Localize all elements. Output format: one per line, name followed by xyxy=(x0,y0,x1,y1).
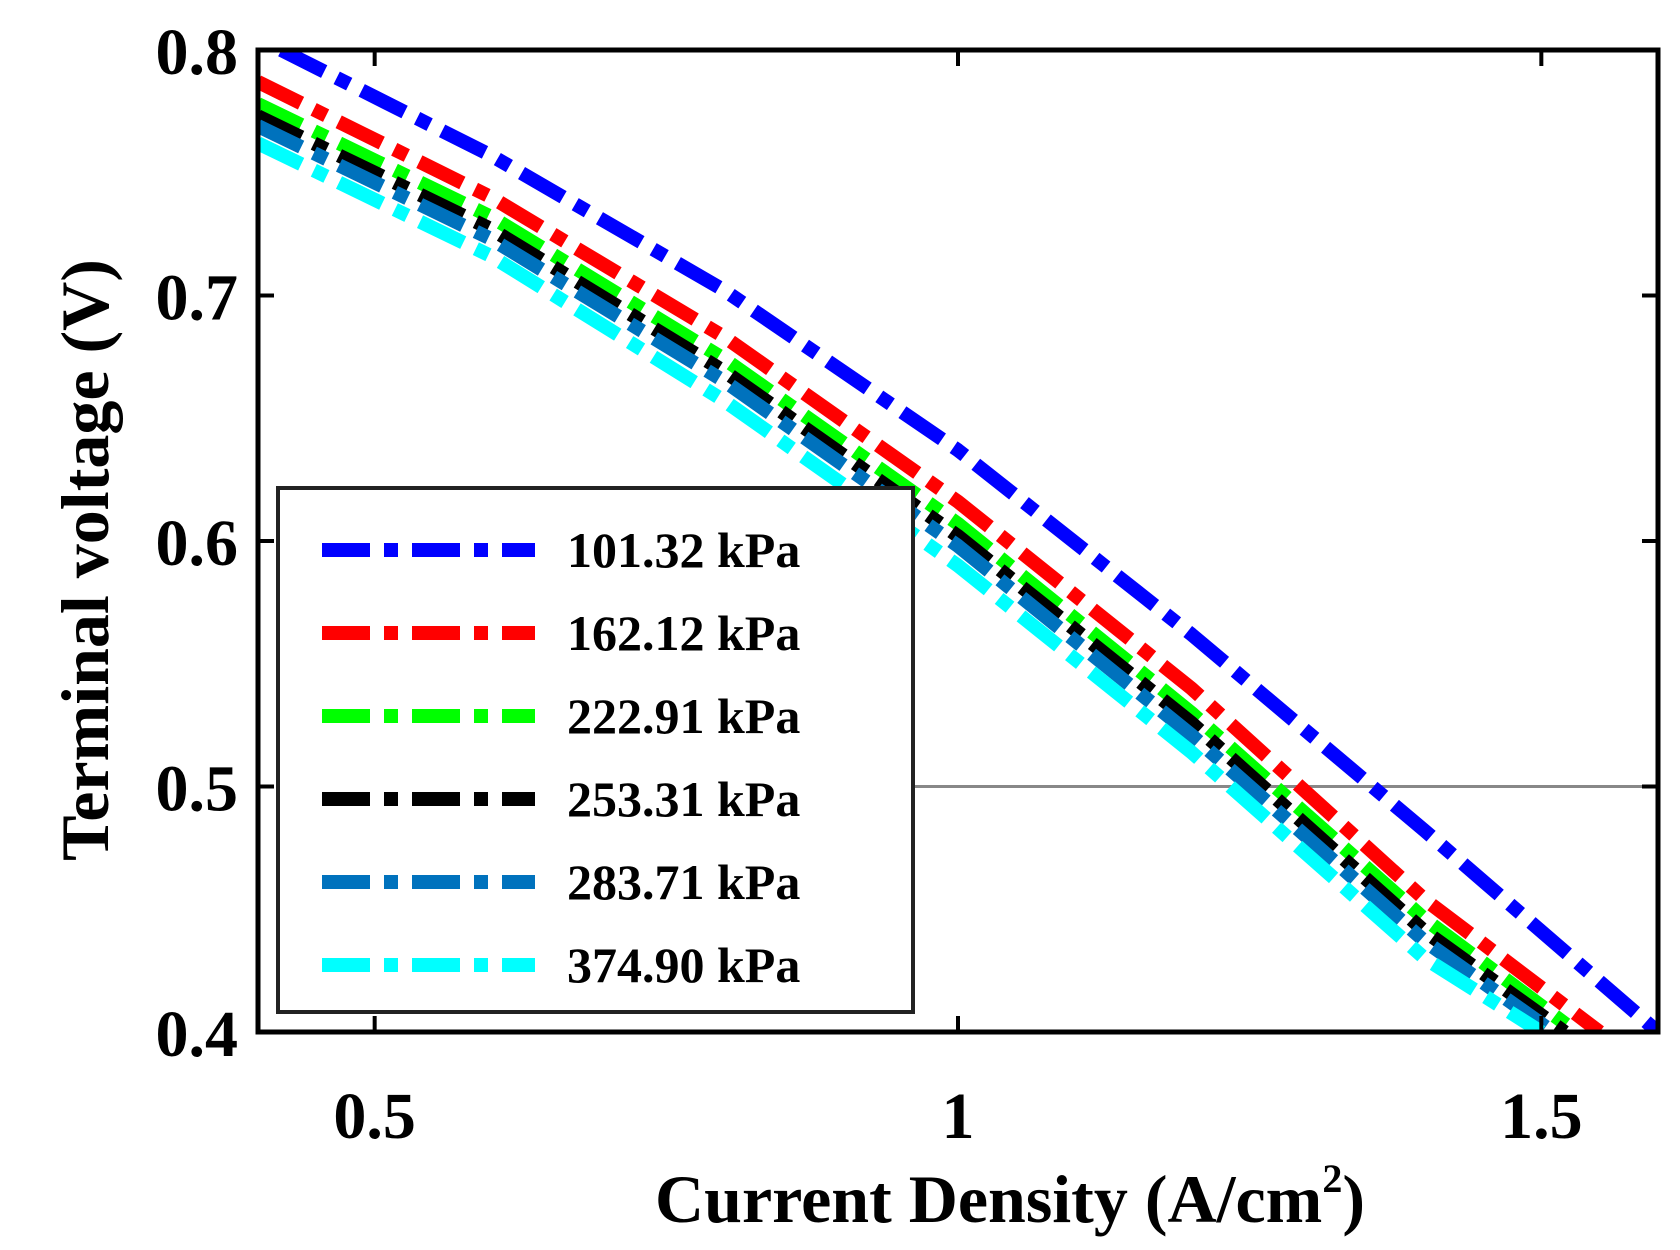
y-tick-label: 0.4 xyxy=(156,998,239,1071)
y-tick-label: 0.6 xyxy=(156,507,239,580)
x-tick-label: 0.5 xyxy=(333,1080,416,1153)
y-tick-label: 0.5 xyxy=(156,753,239,826)
legend: 101.32 kPa 162.12 kPa 222.91 kPa 253.31 kPa… xyxy=(276,486,915,1014)
series-layer xyxy=(258,50,1658,1032)
tick-layer: 0.5 1 1.5 0.4 0.5 0.6 0.7 0.8 xyxy=(156,16,1658,1153)
legend-label-2: 162.12 kPa xyxy=(567,605,800,661)
series-line-1 xyxy=(278,50,1658,1032)
legend-label-4: 253.31 kPa xyxy=(567,771,800,827)
legend-entries: 101.32 kPa 162.12 kPa 222.91 kPa 253.31 kPa… xyxy=(322,522,800,993)
legend-box xyxy=(276,486,915,1014)
series-line-3 xyxy=(258,97,1581,1032)
x-axis-title: Current Density (A/cm2) xyxy=(655,1156,1365,1237)
x-axis-title-superscript: 2 xyxy=(1322,1156,1342,1201)
series-line-4 xyxy=(258,109,1569,1032)
y-tick-label: 0.7 xyxy=(156,262,239,335)
x-axis-title-close: ) xyxy=(1342,1161,1365,1237)
series-line-5 xyxy=(258,119,1558,1032)
y-axis-title: Terminal voltage (V) xyxy=(47,259,123,861)
x-tick-label: 1.5 xyxy=(1500,1080,1583,1153)
legend-label-1: 101.32 kPa xyxy=(567,522,800,578)
x-axis-title-main: Current Density (A/cm xyxy=(655,1161,1322,1237)
legend-label-6: 374.90 kPa xyxy=(567,937,800,993)
series-line-6 xyxy=(258,136,1546,1032)
y-tick-label: 0.8 xyxy=(156,16,239,89)
legend-label-3: 222.91 kPa xyxy=(567,688,800,744)
series-line-2 xyxy=(258,75,1604,1032)
legend-label-5: 283.71 kPa xyxy=(567,854,800,910)
x-tick-label: 1 xyxy=(942,1080,975,1153)
